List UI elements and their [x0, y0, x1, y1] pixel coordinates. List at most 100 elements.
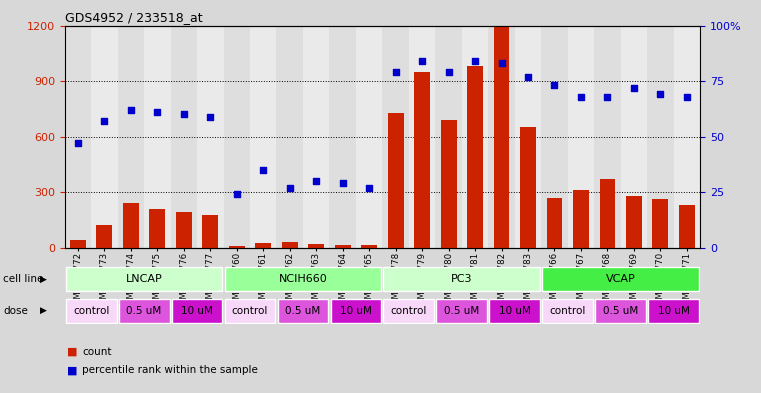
- Bar: [276, 26, 303, 248]
- Bar: [679, 205, 695, 248]
- Bar: [520, 127, 536, 248]
- Point: [72, 140, 84, 146]
- Bar: [149, 209, 165, 248]
- Bar: [595, 299, 646, 323]
- Bar: [546, 198, 562, 248]
- Point: [416, 58, 428, 64]
- Bar: [514, 26, 541, 248]
- Bar: [494, 28, 510, 248]
- Bar: [91, 26, 118, 248]
- Bar: [621, 26, 647, 248]
- Point: [336, 180, 349, 186]
- Point: [151, 109, 164, 115]
- Bar: [409, 26, 435, 248]
- Bar: [568, 26, 594, 248]
- Point: [390, 69, 402, 75]
- Text: 0.5 uM: 0.5 uM: [444, 306, 479, 316]
- Bar: [335, 245, 351, 248]
- Bar: [123, 203, 139, 248]
- Bar: [119, 299, 170, 323]
- Bar: [541, 26, 568, 248]
- Bar: [594, 26, 621, 248]
- Point: [469, 58, 481, 64]
- Point: [310, 178, 323, 184]
- Point: [257, 167, 269, 173]
- Text: ▶: ▶: [40, 275, 46, 284]
- Bar: [97, 226, 113, 248]
- Text: 10 uM: 10 uM: [658, 306, 689, 316]
- Bar: [282, 242, 298, 248]
- Bar: [647, 26, 673, 248]
- Text: cell line: cell line: [3, 274, 43, 285]
- Bar: [489, 26, 514, 248]
- Text: VCAP: VCAP: [606, 274, 635, 285]
- Point: [178, 111, 190, 118]
- Bar: [224, 299, 275, 323]
- Bar: [308, 244, 324, 248]
- Bar: [543, 267, 699, 292]
- Text: 0.5 uM: 0.5 uM: [126, 306, 162, 316]
- Point: [363, 184, 375, 191]
- Text: ▶: ▶: [40, 307, 46, 315]
- Bar: [224, 267, 381, 292]
- Bar: [197, 26, 224, 248]
- Bar: [382, 26, 409, 248]
- Bar: [543, 299, 593, 323]
- Bar: [356, 26, 382, 248]
- Bar: [489, 299, 540, 323]
- Bar: [573, 190, 589, 248]
- Point: [628, 84, 640, 91]
- Bar: [387, 112, 403, 248]
- Text: 10 uM: 10 uM: [340, 306, 372, 316]
- Text: 10 uM: 10 uM: [499, 306, 530, 316]
- Point: [98, 118, 110, 124]
- Bar: [384, 267, 540, 292]
- Point: [654, 91, 667, 97]
- Bar: [600, 179, 616, 248]
- Bar: [202, 215, 218, 248]
- Text: dose: dose: [3, 306, 28, 316]
- Text: control: control: [232, 306, 268, 316]
- Bar: [170, 26, 197, 248]
- Bar: [626, 196, 642, 248]
- Bar: [65, 299, 116, 323]
- Point: [601, 94, 613, 100]
- Bar: [172, 299, 222, 323]
- Point: [442, 69, 454, 75]
- Bar: [229, 246, 245, 248]
- Text: NCIH660: NCIH660: [279, 274, 327, 285]
- Text: ■: ■: [67, 347, 78, 357]
- Bar: [441, 120, 457, 248]
- Bar: [436, 299, 487, 323]
- Bar: [250, 26, 276, 248]
- Bar: [65, 26, 91, 248]
- Point: [495, 60, 508, 66]
- Bar: [361, 245, 377, 248]
- Text: control: control: [549, 306, 586, 316]
- Text: LNCAP: LNCAP: [126, 274, 163, 285]
- Text: percentile rank within the sample: percentile rank within the sample: [82, 365, 258, 375]
- Bar: [462, 26, 489, 248]
- Point: [231, 191, 243, 197]
- Bar: [303, 26, 330, 248]
- Bar: [255, 243, 271, 248]
- Bar: [278, 299, 329, 323]
- Bar: [435, 26, 462, 248]
- Point: [522, 73, 534, 80]
- Text: 10 uM: 10 uM: [181, 306, 213, 316]
- Bar: [65, 267, 222, 292]
- Bar: [330, 299, 381, 323]
- Text: PC3: PC3: [451, 274, 473, 285]
- Bar: [224, 26, 250, 248]
- Point: [575, 94, 587, 100]
- Bar: [70, 240, 86, 248]
- Point: [284, 184, 296, 191]
- Point: [549, 83, 561, 89]
- Text: GDS4952 / 233518_at: GDS4952 / 233518_at: [65, 11, 202, 24]
- Text: 0.5 uM: 0.5 uM: [603, 306, 638, 316]
- Text: control: control: [73, 306, 110, 316]
- Bar: [414, 72, 430, 248]
- Bar: [118, 26, 144, 248]
- Point: [125, 107, 137, 113]
- Text: ■: ■: [67, 365, 78, 375]
